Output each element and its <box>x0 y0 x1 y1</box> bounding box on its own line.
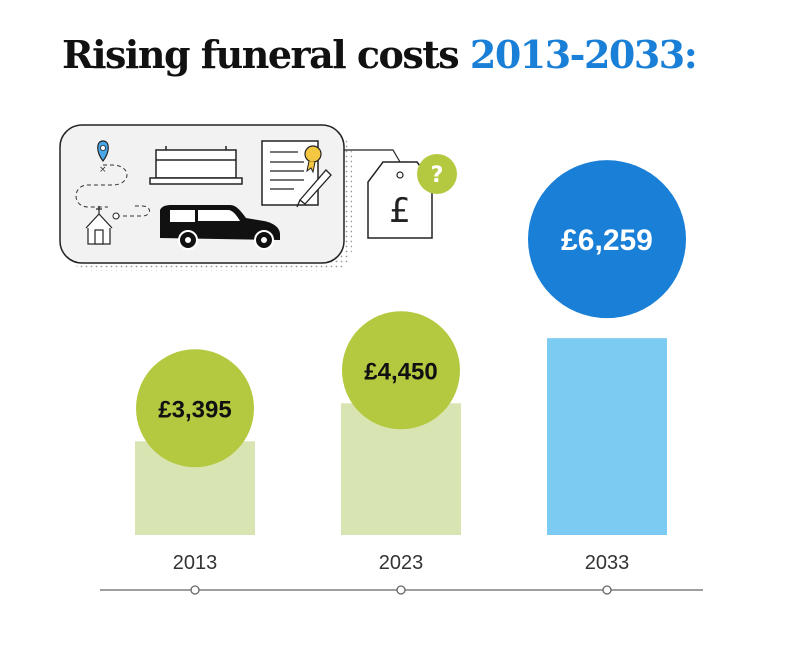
location-pin-icon <box>97 140 109 162</box>
title-main: Rising funeral costs <box>62 32 460 77</box>
value-circle-2023 <box>342 311 460 430</box>
church-icon <box>85 206 113 245</box>
year-label-2013: 2013 <box>173 552 218 574</box>
question-badge <box>417 154 457 194</box>
year-label-2023: 2023 <box>379 552 424 574</box>
timeline-marker-2023 <box>396 585 406 595</box>
svg-text:×: × <box>99 165 107 175</box>
year-label-2033: 2033 <box>585 552 630 574</box>
coffin-icon <box>149 146 243 185</box>
price-tag-icon <box>367 161 433 239</box>
title-highlight: 2013-2033: <box>469 32 698 77</box>
timeline-marker-2013 <box>190 585 200 595</box>
value-label-2033: £6,259 <box>561 224 653 257</box>
tag-string <box>344 149 401 163</box>
tag-pound-symbol: £ <box>389 191 411 231</box>
bar-2033 <box>547 338 667 535</box>
value-label-2013: £3,395 <box>158 396 231 423</box>
value-circle-2013 <box>136 349 254 468</box>
route-path <box>75 164 128 208</box>
timeline-marker-2033 <box>602 585 612 595</box>
value-label-2023: £4,450 <box>364 358 437 385</box>
question-mark-icon: ? <box>431 163 444 188</box>
hearse-icon <box>160 205 280 250</box>
value-circle-2033 <box>528 160 686 319</box>
page-title: Rising funeral costs 2013-2033: <box>62 36 698 74</box>
pen-icon <box>296 169 332 208</box>
